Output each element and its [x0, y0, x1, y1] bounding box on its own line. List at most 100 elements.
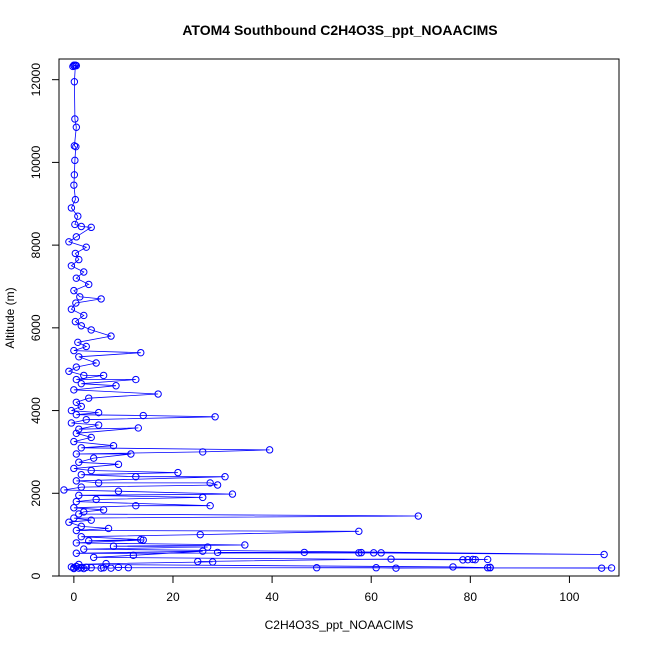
data-point — [72, 526, 81, 535]
data-point — [67, 305, 76, 313]
data-point — [124, 564, 133, 572]
data-point — [387, 555, 395, 563]
data-point — [72, 549, 81, 557]
data-point — [72, 539, 81, 547]
data-point — [94, 479, 103, 487]
data-point — [80, 311, 88, 320]
data-point — [71, 61, 80, 69]
data-point — [92, 359, 100, 367]
data-point — [228, 490, 237, 498]
data-point — [72, 363, 81, 371]
y-axis: 0 2000 4000 6000 8000 10000 12000 — [29, 63, 60, 579]
data-point — [194, 557, 202, 566]
series-line — [63, 64, 612, 570]
data-point — [72, 429, 81, 438]
data-point — [70, 564, 78, 573]
data-point — [60, 486, 68, 494]
data-point — [109, 542, 118, 550]
data-point — [94, 421, 103, 429]
data-point — [471, 555, 479, 564]
data-point — [85, 280, 93, 289]
data-point — [464, 555, 472, 564]
data-point — [87, 564, 95, 572]
data-point — [70, 78, 79, 86]
data-point — [77, 222, 86, 231]
x-tick-label: 40 — [265, 590, 279, 604]
data-point — [199, 493, 207, 502]
data-point — [82, 243, 90, 251]
data-point — [107, 564, 115, 572]
data-point — [77, 444, 86, 452]
data-point — [114, 460, 123, 469]
data-point — [72, 299, 80, 307]
data-point — [77, 533, 86, 541]
data-point — [377, 549, 385, 557]
data-point — [300, 548, 309, 557]
data-point — [71, 156, 79, 165]
data-point — [109, 442, 118, 450]
data-point — [70, 181, 78, 189]
data-point — [211, 413, 219, 421]
data-point — [72, 233, 81, 241]
x-axis-label: C2H4O3S_ppt_NOAACIMS — [265, 618, 414, 632]
data-point — [99, 506, 108, 514]
data-point — [449, 563, 457, 571]
data-point — [355, 549, 363, 557]
data-point — [75, 353, 83, 361]
data-point — [71, 220, 79, 229]
data-point — [67, 419, 76, 427]
data-point — [459, 556, 467, 564]
data-point — [85, 537, 93, 545]
data-point — [221, 473, 229, 481]
series-layer — [60, 61, 616, 573]
data-point — [71, 249, 80, 258]
data-point — [414, 512, 422, 520]
x-tick-label: 80 — [464, 590, 478, 604]
data-point — [72, 375, 81, 384]
data-point — [85, 394, 93, 402]
data-point — [67, 204, 76, 212]
data-point — [67, 406, 76, 415]
data-point — [89, 553, 98, 562]
data-point — [65, 518, 73, 526]
data-point — [114, 487, 123, 495]
data-point — [89, 454, 98, 462]
data-point — [80, 371, 88, 380]
data-point — [71, 195, 80, 204]
data-point — [139, 411, 147, 420]
data-point — [600, 550, 608, 559]
data-point — [392, 564, 400, 572]
data-point — [137, 535, 145, 544]
data-point — [72, 398, 81, 406]
data-point — [72, 274, 81, 282]
data-point — [213, 548, 222, 557]
data-point — [203, 543, 212, 551]
data-point — [75, 255, 83, 264]
data-point — [112, 382, 120, 390]
data-point — [87, 433, 95, 442]
data-point — [199, 448, 207, 456]
data-point — [80, 508, 88, 516]
data-point — [107, 332, 115, 340]
x-tick-label: 100 — [559, 590, 579, 604]
data-point — [82, 342, 90, 351]
data-point — [196, 530, 204, 539]
data-point — [70, 437, 78, 446]
data-point — [75, 425, 83, 433]
data-point — [75, 458, 83, 466]
x-tick-label: 60 — [365, 590, 379, 604]
data-point — [139, 536, 147, 544]
y-tick-label: 8000 — [29, 231, 43, 258]
y-tick-label: 10000 — [29, 145, 43, 179]
data-point — [71, 317, 80, 326]
data-point — [87, 466, 95, 475]
data-point — [357, 548, 366, 557]
data-point — [72, 410, 81, 419]
data-point — [72, 562, 81, 571]
data-point — [70, 464, 78, 473]
data-point — [70, 286, 78, 295]
data-point — [199, 547, 207, 555]
data-point — [77, 564, 86, 572]
y-tick-label: 2000 — [29, 480, 43, 507]
x-tick-label: 20 — [166, 590, 180, 604]
